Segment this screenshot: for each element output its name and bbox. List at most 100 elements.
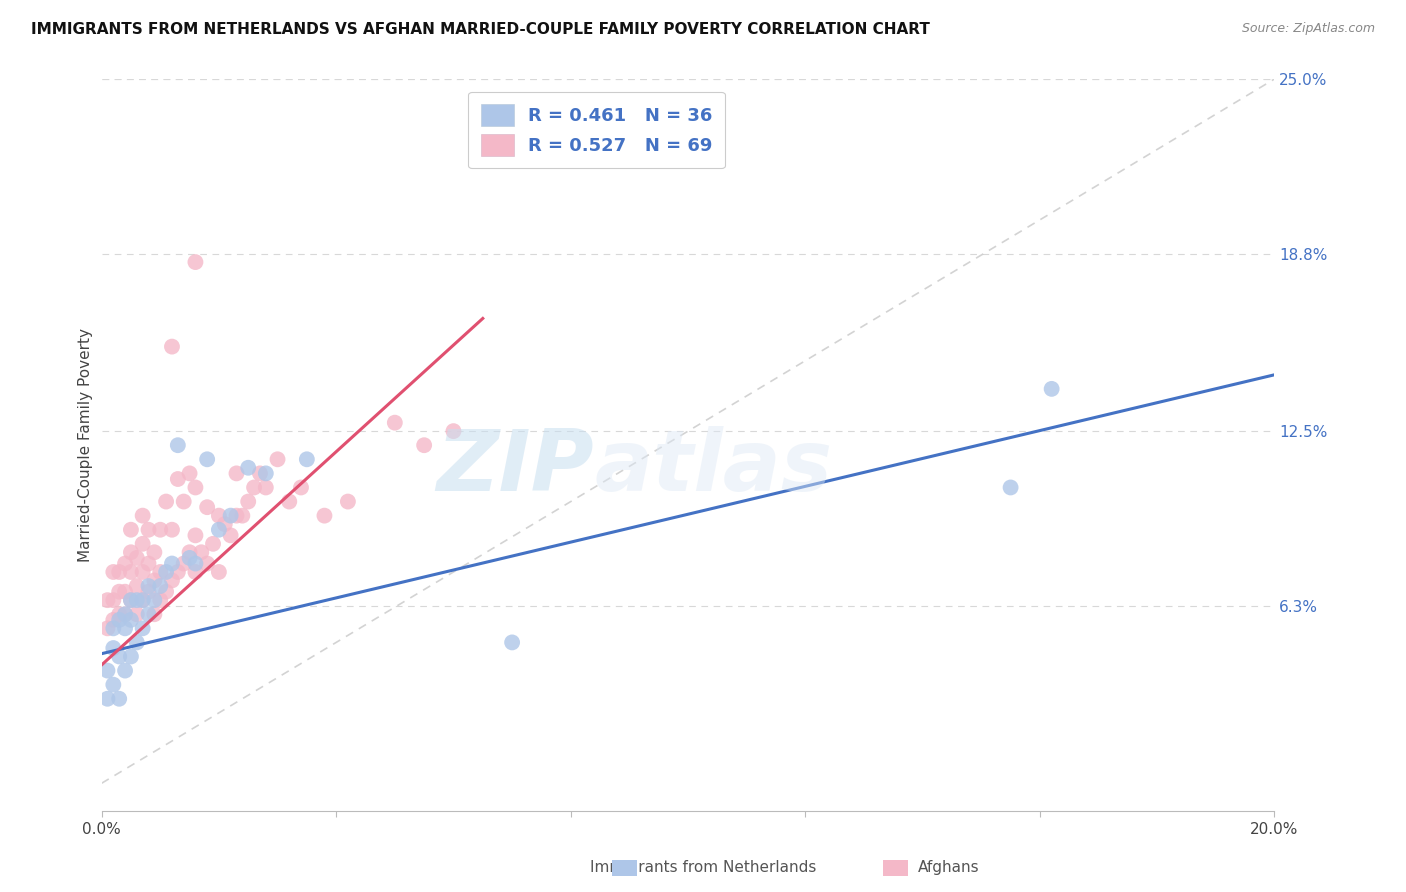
Point [295,452,318,467]
Point [108,607,131,622]
Text: Source: ZipAtlas.com: Source: ZipAtlas.com [1241,22,1375,36]
Point [195,557,218,571]
Point [254,467,277,481]
Point [96,593,118,607]
Text: Immigrants from Netherlands: Immigrants from Netherlands [589,861,817,875]
Point [1040,382,1063,396]
Point [160,340,183,354]
Point [125,607,148,622]
Point [208,523,231,537]
Point [125,579,148,593]
Point [131,593,153,607]
Point [173,494,195,508]
Point [155,494,177,508]
Point [143,545,166,559]
Text: atlas: atlas [595,425,832,508]
Point [184,565,207,579]
Point [179,545,201,559]
Point [202,537,225,551]
Point [138,557,160,571]
Point [108,691,131,706]
Point [238,494,260,508]
Text: ZIP: ZIP [437,425,595,508]
Point [166,565,188,579]
Text: IMMIGRANTS FROM NETHERLANDS VS AFGHAN MARRIED-COUPLE FAMILY POVERTY CORRELATION : IMMIGRANTS FROM NETHERLANDS VS AFGHAN MA… [31,22,929,37]
Point [138,579,160,593]
Point [103,641,125,656]
Point [125,550,148,565]
Point [138,523,160,537]
Point [131,621,153,635]
Y-axis label: Married-Couple Family Poverty: Married-Couple Family Poverty [79,328,93,562]
Point [149,593,172,607]
Point [384,416,406,430]
Point [208,508,231,523]
Point [254,480,277,494]
Point [219,528,242,542]
Point [131,508,153,523]
Point [238,460,260,475]
Point [96,621,118,635]
Point [103,593,125,607]
Point [96,691,118,706]
Point [114,584,136,599]
Point [114,557,136,571]
Point [143,593,166,607]
Point [190,545,212,559]
Point [413,438,436,452]
Point [160,557,183,571]
Point [96,664,118,678]
Point [114,664,136,678]
Point [249,467,271,481]
Point [125,635,148,649]
Point [131,593,153,607]
Point [138,607,160,622]
Point [184,255,207,269]
Point [166,438,188,452]
Point [501,635,523,649]
Point [225,467,247,481]
Point [336,494,359,508]
Point [125,593,148,607]
Point [149,523,172,537]
Point [103,621,125,635]
Point [195,452,218,467]
Point [131,565,153,579]
Point [108,649,131,664]
Legend: R = 0.461   N = 36, R = 0.527   N = 69: R = 0.461 N = 36, R = 0.527 N = 69 [468,92,725,169]
Point [1000,480,1022,494]
Point [184,528,207,542]
Point [143,607,166,622]
Point [103,613,125,627]
Point [173,557,195,571]
Point [219,508,242,523]
Point [155,565,177,579]
Point [120,593,142,607]
Point [179,550,201,565]
Point [179,467,201,481]
Point [149,579,172,593]
Point [103,678,125,692]
Point [120,523,142,537]
Point [120,593,142,607]
Point [166,472,188,486]
Point [243,480,266,494]
Point [208,565,231,579]
Point [266,452,288,467]
Point [103,565,125,579]
Point [231,508,253,523]
Point [138,584,160,599]
Point [214,517,236,532]
Point [108,565,131,579]
Point [184,557,207,571]
Point [114,607,136,622]
Text: Afghans: Afghans [918,861,980,875]
Point [278,494,301,508]
Point [143,574,166,588]
Point [120,649,142,664]
Point [120,565,142,579]
Point [108,584,131,599]
Point [160,523,183,537]
Point [114,607,136,622]
Point [443,424,465,438]
